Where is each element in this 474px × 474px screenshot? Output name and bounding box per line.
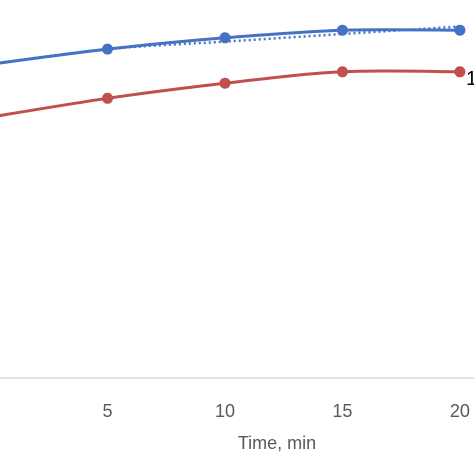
series-0-point (336, 24, 348, 36)
series-2-point (219, 77, 231, 89)
x-tick-label: 20 (450, 401, 470, 421)
series-layer (0, 24, 466, 118)
x-axis-title: Time, min (238, 433, 316, 453)
series-1-trendline (0, 25, 460, 65)
series-2-point (454, 66, 466, 78)
x-tick-labels: 5 10 15 20 (102, 401, 469, 421)
annotation-label: 1 (466, 68, 474, 90)
x-tick-label: 15 (332, 401, 352, 421)
x-tick-label: 10 (215, 401, 235, 421)
series-0-line (0, 28, 460, 65)
series-2-point (336, 66, 348, 78)
series-0-point (219, 32, 231, 44)
series-2-point (102, 92, 113, 104)
x-tick-label: 5 (102, 401, 112, 421)
series-0-point (454, 24, 466, 36)
series-2-line (0, 69, 460, 118)
series-0-point (102, 43, 113, 55)
